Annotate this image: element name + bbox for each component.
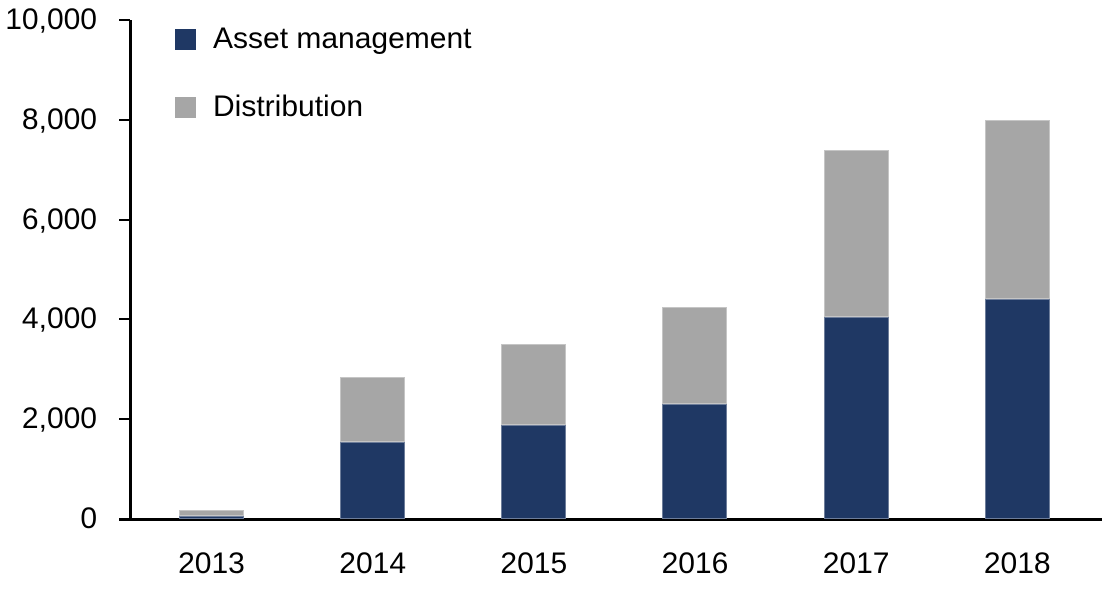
bar-segment-asset-management-2016: [662, 404, 728, 519]
y-tick-mark: [119, 218, 130, 221]
bar-segment-distribution-2014: [340, 376, 406, 442]
y-tick-label: 6,000: [21, 202, 97, 236]
bar-segment-asset-management-2014: [340, 441, 406, 519]
x-axis-line: [119, 518, 1102, 521]
y-tick-label: 2,000: [21, 402, 97, 436]
legend-item-distribution: Distribution: [175, 92, 363, 122]
x-tick-label-2016: 2016: [661, 547, 729, 580]
legend-swatch-distribution-icon: [175, 96, 196, 118]
y-tick-mark: [119, 318, 130, 321]
legend-label-asset-management: Asset management: [213, 22, 472, 55]
x-tick-label-2014: 2014: [339, 547, 407, 580]
y-tick-label: 10,000: [5, 3, 97, 36]
bar-segment-distribution-2013: [179, 509, 244, 516]
bar-segment-distribution-2015: [501, 344, 567, 426]
legend-swatch-asset-management-icon: [175, 28, 196, 50]
bar-segment-asset-management-2013: [179, 515, 244, 519]
bar-segment-distribution-2018: [984, 119, 1050, 300]
x-tick-label-2013: 2013: [178, 547, 245, 580]
y-tick-mark: [119, 118, 130, 121]
legend-item-asset-management: Asset management: [175, 24, 471, 54]
y-tick-label: 4,000: [21, 302, 97, 336]
bar-segment-asset-management-2015: [501, 425, 567, 519]
y-axis-line: [129, 20, 132, 521]
x-tick-label-2017: 2017: [822, 547, 890, 580]
x-tick-label-2015: 2015: [500, 547, 568, 580]
bar-segment-distribution-2017: [823, 150, 889, 318]
y-tick-label: 8,000: [21, 102, 97, 136]
bar-segment-asset-management-2018: [984, 299, 1050, 519]
x-tick-label-2018: 2018: [983, 547, 1051, 580]
y-tick-mark: [119, 19, 130, 21]
bar-segment-asset-management-2017: [823, 317, 889, 519]
y-tick-mark: [119, 418, 130, 421]
y-tick-label: 0: [80, 502, 97, 535]
legend-label-distribution: Distribution: [213, 90, 364, 123]
bar-segment-distribution-2016: [662, 306, 728, 405]
